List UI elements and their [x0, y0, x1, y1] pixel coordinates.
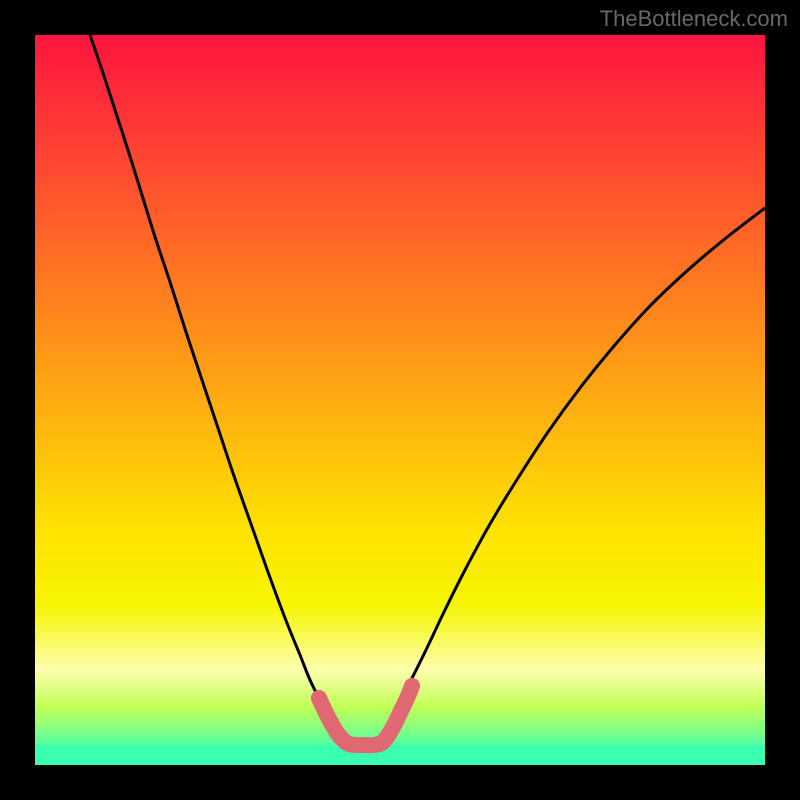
green-band [35, 745, 765, 765]
highlight-dot [384, 721, 400, 737]
highlight-dot [392, 705, 408, 721]
highlight-dot [404, 678, 420, 694]
gradient-area [35, 35, 765, 765]
chart-canvas: TheBottleneck.com [0, 0, 800, 800]
highlight-dot [320, 709, 336, 725]
chart-svg [0, 0, 800, 800]
highlight-dot [311, 690, 327, 706]
highlight-dot [375, 734, 391, 750]
watermark-text: TheBottleneck.com [600, 6, 788, 32]
